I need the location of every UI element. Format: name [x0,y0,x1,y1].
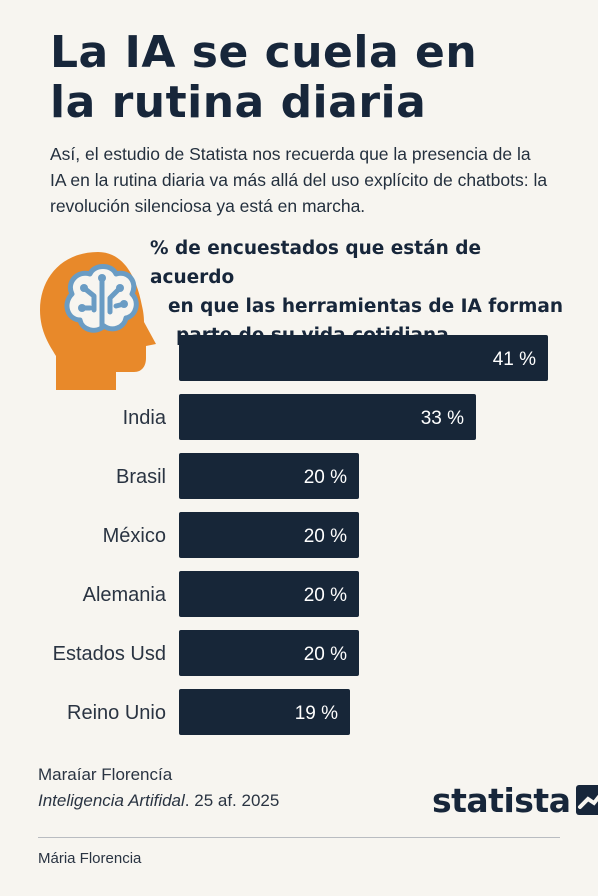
bar-value-label-4: 20 % [304,585,347,606]
bar-0 [179,335,548,381]
bar-5 [179,630,359,676]
title-line-1: La IA se cuela en [50,27,478,78]
chart-title-line-1: % de encuestados que están de acuerdo [150,238,482,288]
footer-divider [38,837,560,838]
bar-value-label-0: 41 % [493,349,536,370]
category-label-5: Estados Usd [53,643,166,665]
bar-6 [179,689,350,735]
footer-text: Mária Florencia [38,850,142,867]
category-label-3: México [103,525,166,547]
bar-value-label-6: 19 % [295,703,338,724]
bar-4 [179,571,359,617]
bar-value-label-3: 20 % [304,526,347,547]
page-title: La IA se cuela en la rutina diaria [50,28,570,128]
bar-value-label-2: 20 % [304,467,347,488]
bar-3 [179,512,359,558]
source-title: Inteligencia Artifidal [38,791,185,810]
subtitle: Así, el estudio de Statista nos recuerda… [50,144,548,216]
head-brain-circuit-icon [40,252,156,390]
source-author: Maraíar Florencía [38,765,173,784]
chart-title-line-2: en que las herramientas de IA forman [168,296,564,317]
title-line-2: la rutina diaria [50,77,427,128]
brand-name: statista [432,780,571,820]
bar-2 [179,453,359,499]
category-label-4: Alemania [83,584,167,606]
bar-chart: 41 % 33 % India 20 % Brasil 20 % México 20 % Ale… [53,335,548,735]
category-label-1: India [123,407,167,429]
statista-mark-icon [576,785,598,815]
source-date: . 25 af. 2025 [184,791,280,810]
source-line: Inteligencia Artifidal. 25 af. 2025 [38,791,279,811]
statista-logo: statista [432,780,598,820]
bar-value-label-1: 33 % [421,408,464,429]
category-label-2: Brasil [116,466,166,488]
bar-value-label-5: 20 % [304,644,347,665]
bar-1 [179,394,476,440]
category-label-6: Reino Unio [67,702,166,724]
